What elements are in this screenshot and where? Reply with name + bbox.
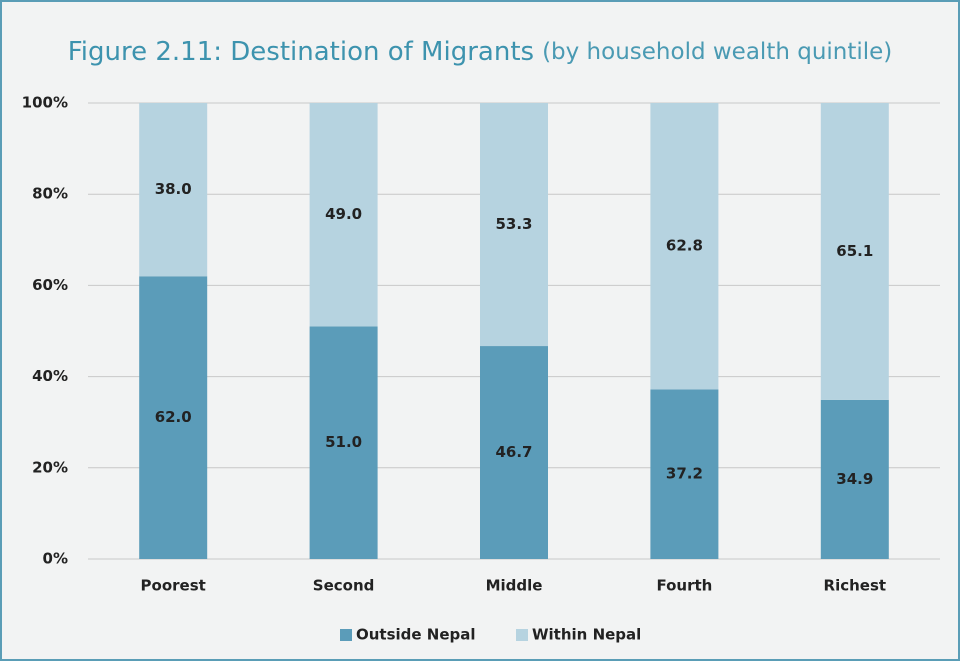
y-tick-label: 60% [32, 276, 68, 294]
bar-segment [139, 276, 208, 559]
bar-segment [309, 326, 378, 559]
y-tick-label: 40% [32, 367, 68, 385]
x-tick-label: Richest [824, 577, 887, 595]
x-tick-label: Poorest [141, 577, 206, 595]
x-tick-label: Second [313, 577, 375, 595]
data-label: 53.3 [495, 215, 532, 233]
legend-label: Within Nepal [532, 626, 641, 644]
data-label: 46.7 [495, 443, 532, 461]
data-label: 62.8 [666, 237, 703, 255]
subtitle: (by household wealth quintile) [542, 39, 892, 65]
bar-segment [820, 399, 889, 559]
data-label: 65.1 [836, 242, 873, 260]
title-main: Figure 2.11: Destination of Migrants [68, 37, 534, 67]
bar-segment [480, 103, 548, 347]
bar-segment [820, 103, 889, 400]
x-tick-label: Fourth [656, 577, 712, 595]
y-tick-label: 100% [22, 94, 68, 112]
bar-segment [309, 103, 378, 327]
legend-swatch [516, 629, 528, 641]
legend-swatch [340, 629, 352, 641]
bar-segment [139, 103, 208, 277]
x-tick-label: Middle [486, 577, 543, 595]
y-tick-label: 0% [43, 550, 68, 568]
bar-segment [480, 346, 548, 559]
bar-segment [650, 103, 719, 390]
data-label: 34.9 [836, 470, 873, 488]
y-tick-label: 80% [32, 185, 68, 203]
data-label: 37.2 [666, 465, 703, 483]
data-label: 38.0 [155, 180, 192, 198]
chart-title: Figure 2.11: Destination of Migrants (by … [68, 37, 893, 67]
data-label: 62.0 [155, 408, 192, 426]
legend-label: Outside Nepal [356, 626, 476, 644]
bar-segment [650, 389, 719, 559]
data-label: 49.0 [325, 205, 362, 223]
y-tick-label: 20% [32, 458, 68, 476]
data-label: 51.0 [325, 433, 362, 451]
